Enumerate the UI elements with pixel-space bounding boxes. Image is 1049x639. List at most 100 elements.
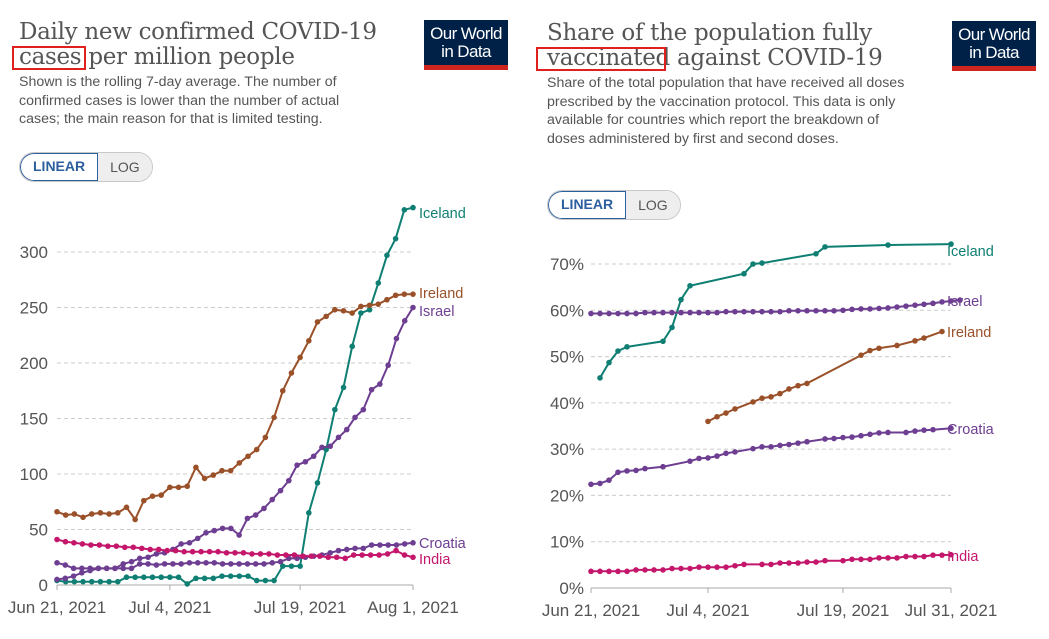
data-point-india [240,550,247,556]
data-point-croatia [885,429,891,436]
data-point-india [615,568,621,575]
data-point-india [858,556,864,563]
data-point-iceland [332,406,338,413]
data-point-iceland [114,578,121,585]
data-point-india [768,561,774,568]
data-point-iceland [236,573,243,579]
data-point-india [325,554,332,561]
data-point-croatia [759,444,765,450]
data-point-india [342,555,348,562]
data-point-india [804,559,810,565]
data-point-israel [252,512,259,518]
data-point-india [96,542,103,548]
data-point-iceland [253,577,260,584]
data-point-india [223,550,230,556]
data-point-india [624,568,630,575]
data-point-croatia [705,455,711,461]
data-point-ireland [71,511,78,517]
data-point-croatia [642,465,648,472]
linear-button[interactable]: LINEAR [20,153,99,181]
data-point-croatia [777,442,783,449]
data-point-ireland [288,370,295,376]
data-point-india [189,548,196,555]
data-point-india [316,553,323,559]
data-point-india [88,542,94,548]
data-point-croatia [178,561,184,567]
data-point-india [283,552,289,558]
chart-subtitle: Share of the total population that have … [547,75,905,147]
title-line-2: vaccinated against COVID-19 [547,45,883,71]
y-tick-label: 50% [550,348,584,367]
data-point-iceland [201,575,208,582]
data-point-iceland [288,563,295,569]
data-point-ireland [62,512,69,518]
y-tick-label: 0% [559,579,584,598]
data-point-croatia [849,434,855,440]
data-point-israel [714,309,720,316]
data-point-ireland [759,395,765,402]
data-point-israel [759,308,765,315]
data-point-india [359,552,365,558]
data-point-iceland [885,242,891,248]
data-point-ireland [210,472,217,478]
data-point-india [894,555,900,561]
data-point-israel [335,434,342,441]
log-button[interactable]: LOG [98,153,152,181]
data-point-india [291,552,298,558]
owid-logo[interactable]: Our World in Data [424,20,508,70]
data-point-croatia [804,438,810,445]
data-point-israel [128,558,135,565]
data-point-india [930,552,936,558]
owid-logo[interactable]: Our World in Data [952,21,1036,71]
data-point-ireland [332,306,338,313]
red-highlight-box [536,47,666,71]
data-point-iceland [340,384,347,391]
data-point-israel [319,444,325,451]
data-point-croatia [624,468,630,474]
data-point-croatia [170,561,176,567]
data-point-india [249,551,255,557]
x-tick-label: Jul 19, 2021 [254,598,347,617]
legend-label-croatia: Croatia [419,536,467,552]
logo-line-1: Our World [958,25,1030,44]
logo-line-2: in Data [441,42,491,61]
data-point-ireland [366,302,373,309]
data-point-india [714,564,720,570]
data-point-croatia [261,561,267,567]
data-point-israel [723,308,729,315]
linear-button[interactable]: LINEAR [548,191,627,219]
log-button[interactable]: LOG [626,191,680,219]
data-point-ireland [114,510,121,516]
data-point-india [257,551,264,557]
data-point-croatia [615,469,621,476]
data-point-iceland [175,574,182,581]
data-point-israel [385,362,391,369]
data-point-india [122,544,128,551]
legend-label-israel: Israel [947,294,982,310]
data-point-india [948,551,954,558]
data-point-israel [840,307,846,314]
data-point-india [164,547,170,554]
data-point-india [410,554,416,561]
data-point-ireland [271,414,277,421]
y-tick-label: 30% [550,440,584,459]
data-point-israel [70,573,77,579]
data-point-iceland [80,578,86,585]
data-point-croatia [660,463,666,470]
data-point-ireland [723,410,729,416]
data-point-israel [912,302,918,308]
data-point-iceland [279,563,286,569]
data-point-india [147,546,154,553]
data-point-ireland [795,382,801,389]
data-point-ireland [768,394,774,400]
data-point-iceland [392,235,399,242]
data-point-croatia [786,441,792,448]
data-point-ireland [375,301,382,307]
data-point-iceland [624,344,630,350]
data-point-croatia [858,432,864,439]
data-point-croatia [410,540,416,546]
data-point-india [588,568,594,575]
data-point-india [633,567,639,573]
data-point-israel [660,309,666,316]
data-point-iceland [759,260,765,266]
